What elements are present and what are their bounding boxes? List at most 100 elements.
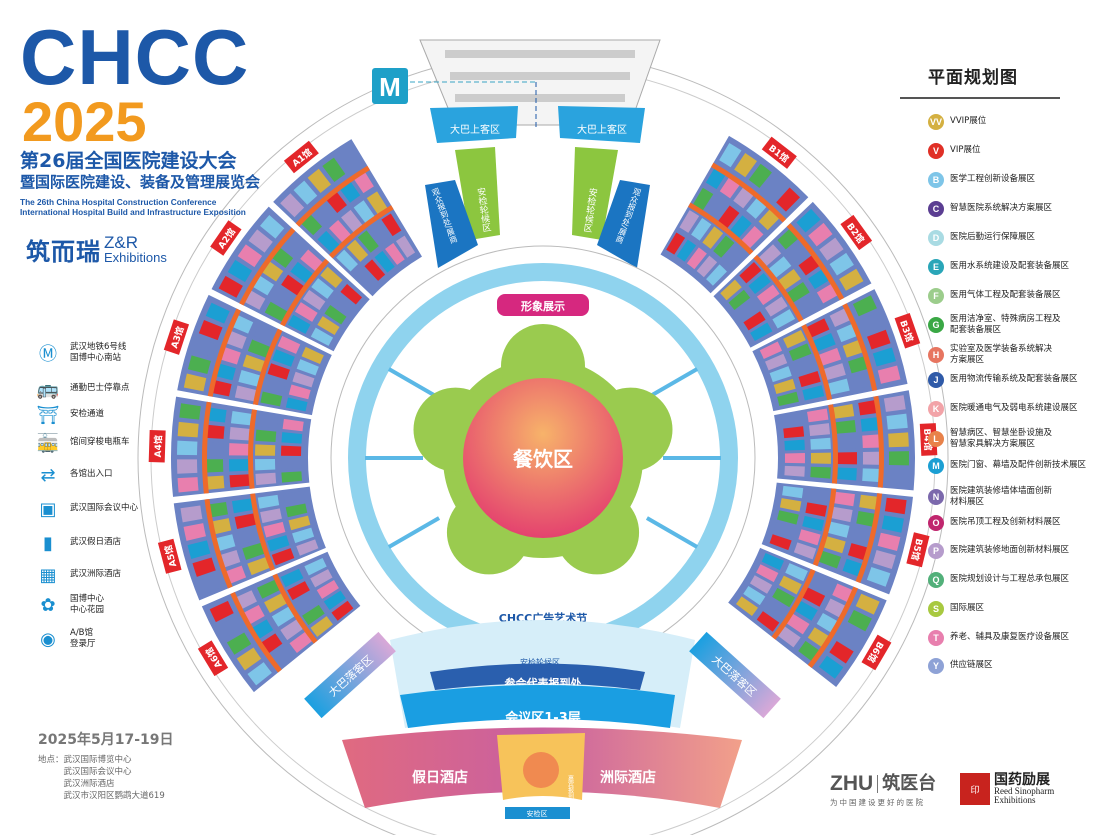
booth[interactable]: [264, 301, 288, 322]
booth[interactable]: [739, 261, 762, 284]
booth[interactable]: [289, 631, 313, 654]
booth[interactable]: [788, 343, 812, 361]
booth[interactable]: [310, 569, 333, 588]
booth[interactable]: [786, 613, 810, 635]
booth[interactable]: [862, 468, 883, 483]
booth[interactable]: [205, 302, 230, 324]
booth[interactable]: [796, 208, 821, 233]
booth[interactable]: [203, 459, 224, 473]
booth[interactable]: [776, 187, 800, 212]
booth[interactable]: [282, 418, 304, 432]
booth[interactable]: [782, 485, 804, 499]
booth[interactable]: [285, 397, 308, 412]
hall-A3馆[interactable]: A3馆: [163, 294, 332, 416]
booth[interactable]: [818, 347, 842, 366]
booth[interactable]: [806, 318, 830, 338]
booth[interactable]: [238, 369, 261, 387]
booth[interactable]: [836, 452, 857, 465]
booth[interactable]: [808, 222, 833, 247]
bus-dropoff-left[interactable]: 大巴落客区: [304, 631, 396, 719]
booth[interactable]: [783, 329, 806, 349]
booth[interactable]: [748, 273, 771, 295]
booth[interactable]: [833, 491, 855, 507]
hall-B6馆[interactable]: B6馆: [728, 547, 892, 688]
booth[interactable]: [264, 593, 288, 614]
booth[interactable]: [255, 429, 277, 443]
booth[interactable]: [180, 505, 203, 523]
booth[interactable]: [666, 232, 686, 255]
booth[interactable]: [705, 196, 727, 220]
booth[interactable]: [340, 284, 363, 305]
booth[interactable]: [676, 239, 697, 262]
booth[interactable]: [296, 359, 319, 376]
booth[interactable]: [281, 445, 302, 456]
booth[interactable]: [229, 427, 251, 441]
booth[interactable]: [862, 434, 883, 449]
booth[interactable]: [242, 542, 265, 561]
hall-B2馆[interactable]: B2馆: [713, 201, 873, 348]
booth[interactable]: [280, 193, 305, 218]
booth[interactable]: [764, 296, 788, 317]
booth[interactable]: [263, 521, 286, 538]
booth[interactable]: [183, 373, 207, 392]
booth[interactable]: [777, 391, 799, 407]
booth[interactable]: [280, 568, 304, 588]
hall-B5馆[interactable]: B5馆: [761, 482, 930, 595]
booth[interactable]: [855, 593, 880, 615]
booth[interactable]: [756, 611, 780, 632]
booth[interactable]: [236, 647, 262, 671]
booth[interactable]: [218, 275, 243, 298]
booth[interactable]: [257, 494, 280, 509]
booth[interactable]: [860, 416, 882, 432]
booth[interactable]: [764, 353, 788, 371]
booth[interactable]: [369, 221, 390, 245]
booth[interactable]: [237, 244, 263, 268]
booth[interactable]: [290, 261, 314, 284]
booth[interactable]: [283, 491, 305, 505]
booth[interactable]: [281, 458, 302, 470]
booth[interactable]: [272, 349, 295, 367]
booth[interactable]: [263, 377, 286, 393]
booth[interactable]: [768, 256, 792, 279]
booth[interactable]: [877, 532, 901, 551]
booth[interactable]: [260, 508, 282, 524]
booth[interactable]: [686, 247, 707, 270]
booth[interactable]: [257, 579, 281, 599]
booth[interactable]: [761, 552, 784, 571]
booth[interactable]: [784, 465, 805, 477]
booth[interactable]: [793, 357, 817, 374]
booth[interactable]: [242, 354, 266, 373]
booth[interactable]: [777, 268, 801, 291]
booth[interactable]: [696, 255, 718, 278]
booth[interactable]: [260, 215, 285, 239]
booth[interactable]: [385, 242, 405, 265]
booth[interactable]: [183, 523, 206, 541]
hall-B1馆[interactable]: B1馆: [660, 135, 809, 294]
booth[interactable]: [798, 371, 821, 388]
booth[interactable]: [229, 474, 251, 488]
booth[interactable]: [381, 213, 402, 237]
booth[interactable]: [177, 477, 199, 493]
booth[interactable]: [332, 294, 355, 315]
booth[interactable]: [862, 451, 883, 465]
booth[interactable]: [888, 451, 909, 466]
booth[interactable]: [177, 440, 198, 456]
booth[interactable]: [881, 515, 904, 533]
booth[interactable]: [860, 312, 885, 333]
booth[interactable]: [794, 600, 818, 621]
booth[interactable]: [260, 391, 283, 407]
booth[interactable]: [818, 550, 842, 569]
booth[interactable]: [883, 395, 906, 412]
booth[interactable]: [818, 655, 844, 679]
booth[interactable]: [192, 337, 217, 357]
booth[interactable]: [285, 503, 308, 518]
booth[interactable]: [253, 324, 277, 344]
hall-A6馆[interactable]: A6馆: [197, 551, 361, 693]
booth[interactable]: [784, 453, 805, 464]
booth[interactable]: [743, 585, 766, 606]
booth[interactable]: [706, 264, 727, 286]
booth[interactable]: [395, 235, 416, 258]
booth[interactable]: [317, 230, 341, 254]
hall-A2馆[interactable]: A2馆: [210, 206, 370, 352]
booth[interactable]: [198, 319, 223, 341]
